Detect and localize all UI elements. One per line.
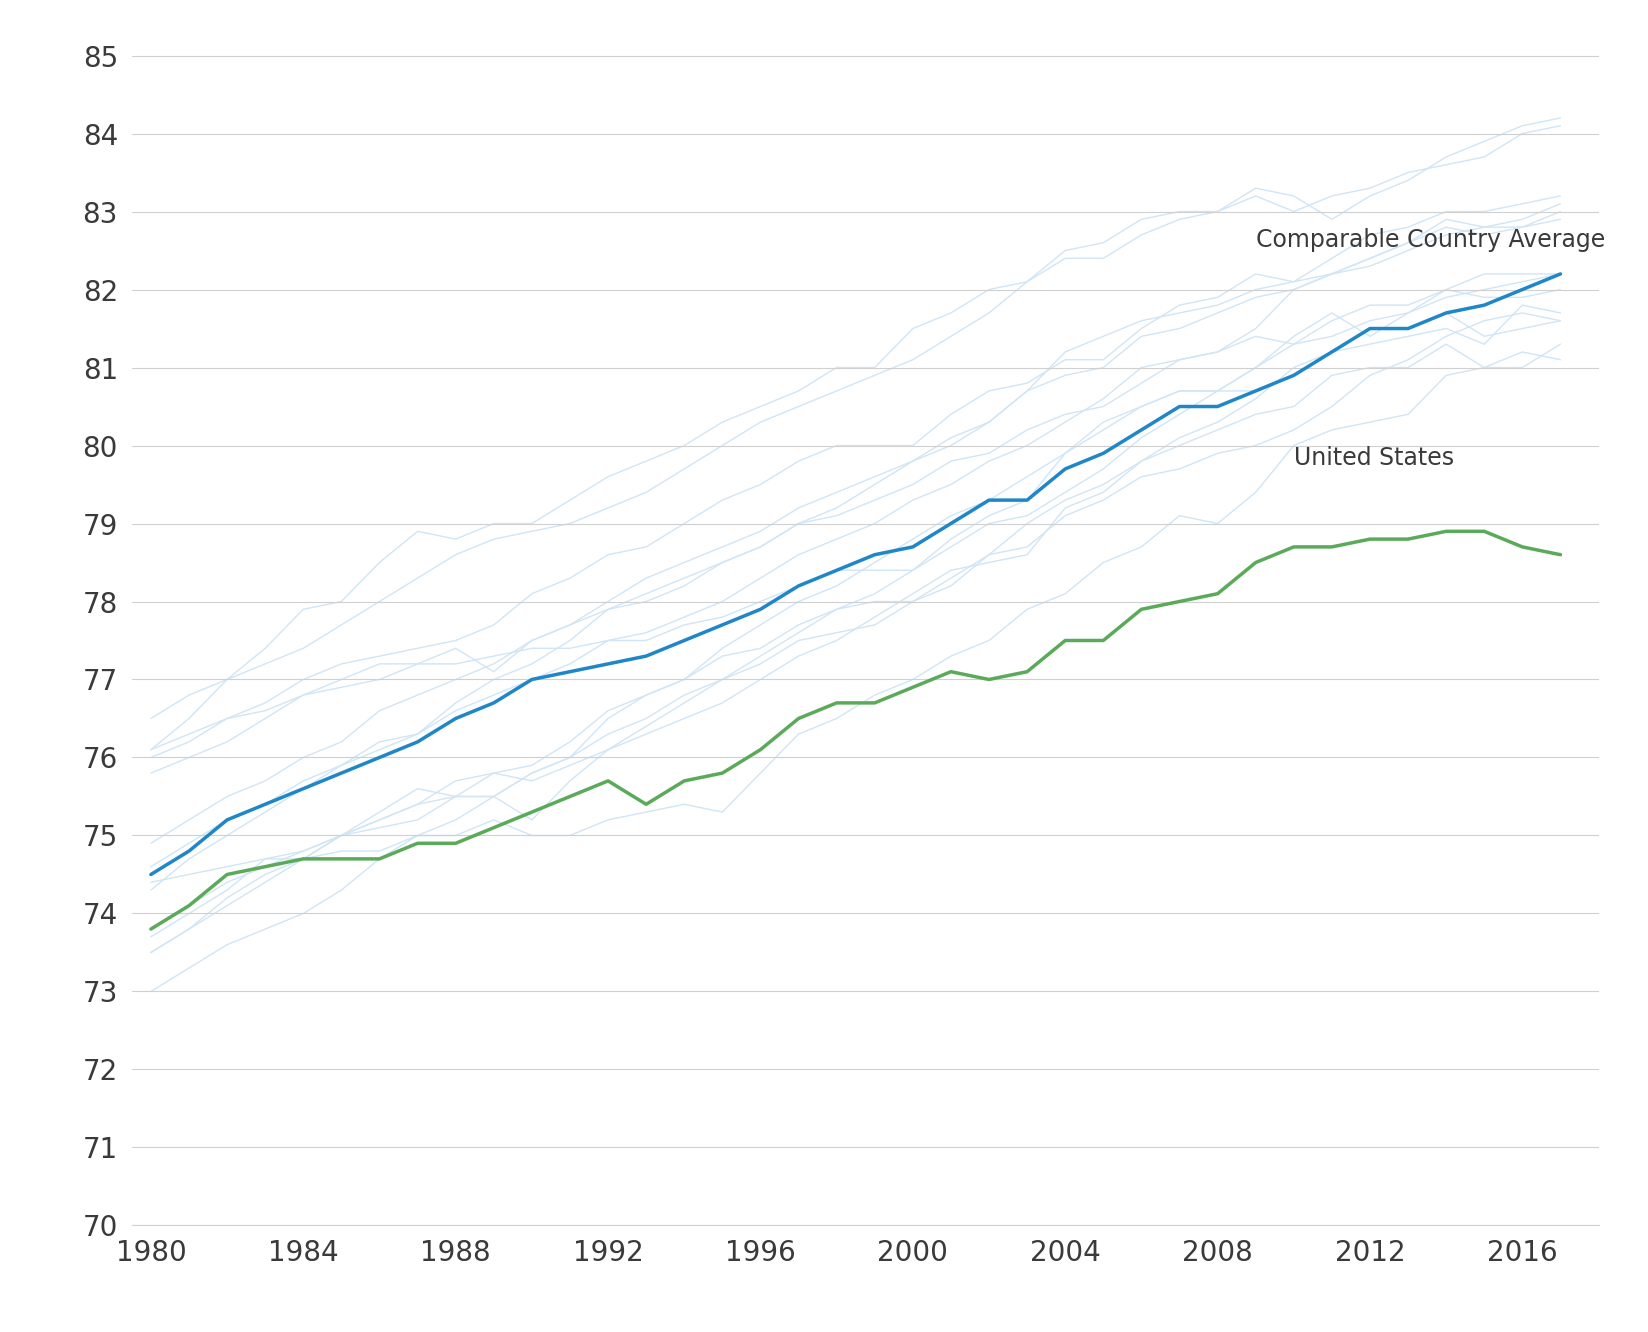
- Text: Comparable Country Average: Comparable Country Average: [1256, 228, 1605, 252]
- Text: United States: United States: [1294, 446, 1454, 470]
